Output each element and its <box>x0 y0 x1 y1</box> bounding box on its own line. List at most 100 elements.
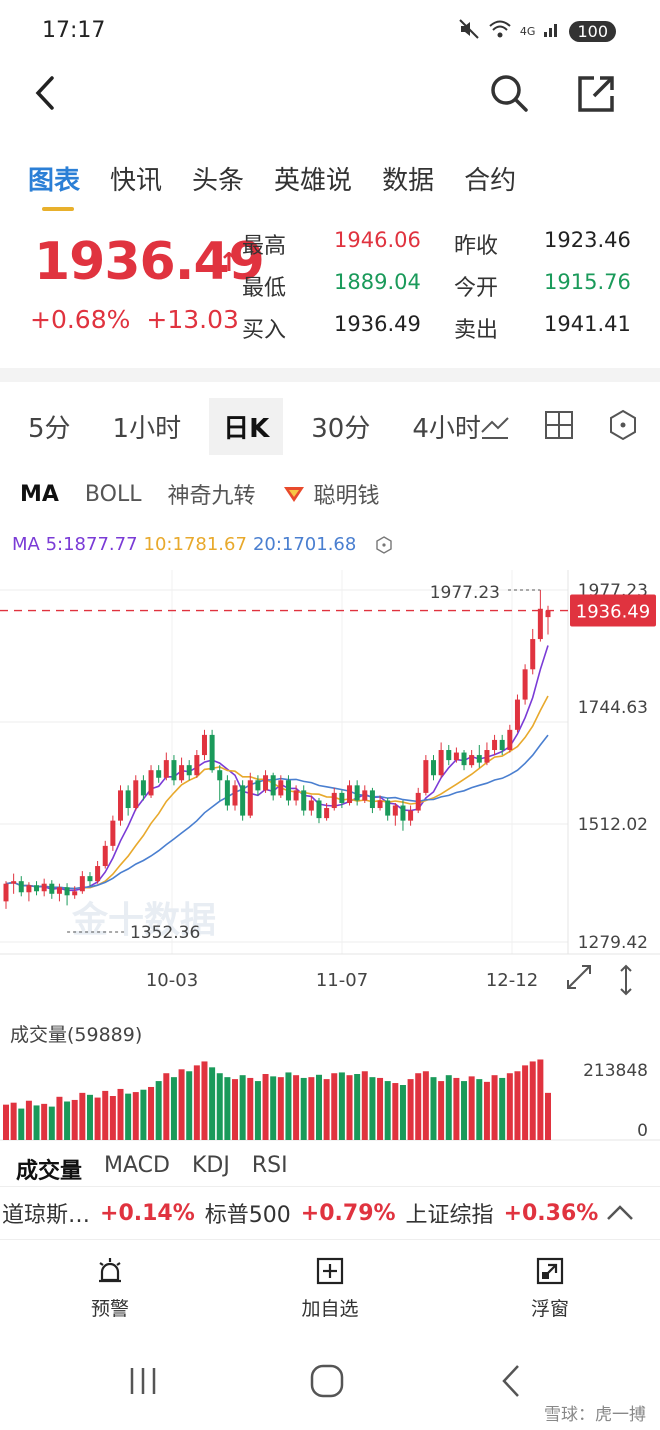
volume-bar <box>384 1081 391 1140</box>
ma-settings-icon[interactable] <box>374 535 394 555</box>
share-icon[interactable] <box>574 70 620 116</box>
stat-value-prev-close: 1923.46 <box>544 228 631 252</box>
float-window-button[interactable]: 浮窗 <box>490 1256 610 1336</box>
candle-body <box>400 805 406 821</box>
volume-bar <box>270 1076 277 1140</box>
volume-bar <box>216 1073 223 1140</box>
candle-body <box>324 808 330 819</box>
alarm-icon <box>99 1258 121 1283</box>
candle-body <box>301 790 307 811</box>
candle-body <box>530 639 536 670</box>
candle-body <box>369 790 375 809</box>
candlestick-chart[interactable]: 金十数据 1977.23 1744.63 1512.02 1279.42 10-03 11-… <box>0 570 660 1150</box>
candle-body <box>308 800 314 811</box>
add-watchlist-label: 加自选 <box>301 1298 359 1320</box>
source-watermark: 雪球：虎一搏 <box>544 1405 646 1425</box>
nav-back-icon[interactable] <box>496 1362 526 1404</box>
expand-up-icon[interactable] <box>604 1199 636 1233</box>
candle-body <box>293 790 299 801</box>
index-ticker-bar[interactable]: 道琼斯… +0.14% 标普500 +0.79% 上证综指 +0.36% <box>0 1186 660 1240</box>
tab-headlines[interactable]: 头条 <box>192 166 245 196</box>
period-30min[interactable]: 30分 <box>311 413 371 444</box>
volume-bar <box>377 1077 384 1140</box>
volume-bar <box>71 1099 78 1140</box>
bottom-action-bar: 预警 加自选 浮窗 <box>0 1256 660 1336</box>
home-icon[interactable] <box>308 1362 346 1404</box>
draw-tool-icon[interactable] <box>478 408 512 449</box>
candle-body <box>339 792 345 803</box>
volume-bar <box>331 1073 338 1140</box>
candle-body <box>140 780 146 796</box>
volume-bar <box>64 1101 71 1140</box>
indicator-boll[interactable]: BOLL <box>84 481 142 507</box>
stat-label-bid: 买入 <box>242 318 287 343</box>
indicator-smart-money[interactable]: 聪明钱 <box>281 478 380 510</box>
recent-apps-icon[interactable] <box>126 1364 160 1402</box>
sub-indicator-volume[interactable]: 成交量 <box>16 1159 83 1184</box>
candle-body <box>118 790 124 821</box>
tab-data[interactable]: 数据 <box>382 166 435 196</box>
volume-bar <box>529 1061 536 1140</box>
search-icon[interactable] <box>486 70 532 116</box>
candle-body <box>385 800 391 816</box>
grid-layout-icon[interactable] <box>542 408 576 449</box>
ma10-value: 10:1781.67 <box>143 534 247 555</box>
alert-button[interactable]: 预警 <box>50 1256 170 1336</box>
volume-bar <box>308 1077 315 1140</box>
tab-flash-news[interactable]: 快讯 <box>110 166 163 196</box>
tab-chart[interactable]: 图表 <box>28 160 80 211</box>
volume-bar <box>79 1092 86 1140</box>
candle-body <box>64 887 70 896</box>
main-indicator-tabs: MA BOLL 神奇九转 聪明钱 <box>20 478 380 510</box>
candle-body <box>255 780 261 791</box>
volume-bar <box>323 1079 330 1140</box>
tab-contract[interactable]: 合约 <box>464 166 517 196</box>
low-annotation-label: 1352.36 <box>130 923 200 943</box>
candle-body <box>347 785 353 803</box>
x-axis-label: 10-03 <box>146 970 198 991</box>
sub-indicator-rsi[interactable]: RSI <box>251 1153 288 1178</box>
candle-body <box>72 891 78 896</box>
status-bar: 17:17 4G 100 <box>0 0 660 60</box>
volume-bar <box>18 1108 25 1140</box>
period-1hour[interactable]: 1小时 <box>112 413 182 444</box>
candle-body <box>41 883 47 892</box>
change-percent: +0.68% <box>30 305 131 334</box>
candle-body <box>110 820 116 846</box>
indicator-ma[interactable]: MA <box>20 481 59 507</box>
fullscreen-icon[interactable] <box>567 965 591 989</box>
candle-body <box>125 790 131 809</box>
volume-bar <box>445 1075 452 1140</box>
current-price: 1936.49 <box>34 232 265 292</box>
ticker-sp500-change: +0.79% <box>300 1200 396 1226</box>
candle-body <box>499 739 505 751</box>
candle-body <box>285 780 291 801</box>
candle-body <box>469 755 475 766</box>
volume-bar <box>125 1093 132 1140</box>
sub-indicator-tabs: 成交量 MACD KDJ RSI <box>16 1153 288 1185</box>
volume-bar <box>102 1090 109 1140</box>
vertical-resize-icon[interactable] <box>620 964 632 996</box>
chart-watermark: 金十数据 <box>71 899 216 941</box>
period-5min[interactable]: 5分 <box>28 413 71 444</box>
candle-body <box>148 770 154 796</box>
ma20-line <box>5 734 549 890</box>
candle-body <box>186 765 192 776</box>
add-watchlist-button[interactable]: 加自选 <box>270 1256 390 1336</box>
sub-indicator-kdj[interactable]: KDJ <box>191 1153 230 1178</box>
candle-body <box>522 669 528 700</box>
price-change: +0.68% +13.03 <box>30 305 239 334</box>
tab-heroes[interactable]: 英雄说 <box>274 166 353 196</box>
candle-body <box>34 885 40 892</box>
period-4hour[interactable]: 4小时 <box>412 413 481 444</box>
candle-body <box>362 790 368 801</box>
indicator-magic-nine[interactable]: 神奇九转 <box>167 484 256 509</box>
volume-bar <box>483 1081 490 1140</box>
candle-body <box>270 775 276 796</box>
sub-indicator-macd[interactable]: MACD <box>104 1153 170 1178</box>
current-price-tag-label: 1936.49 <box>576 602 650 623</box>
chart-settings-icon[interactable] <box>606 408 640 449</box>
back-button[interactable] <box>28 70 68 116</box>
volume-bar <box>155 1081 162 1140</box>
period-daily[interactable]: 日K <box>209 397 284 455</box>
